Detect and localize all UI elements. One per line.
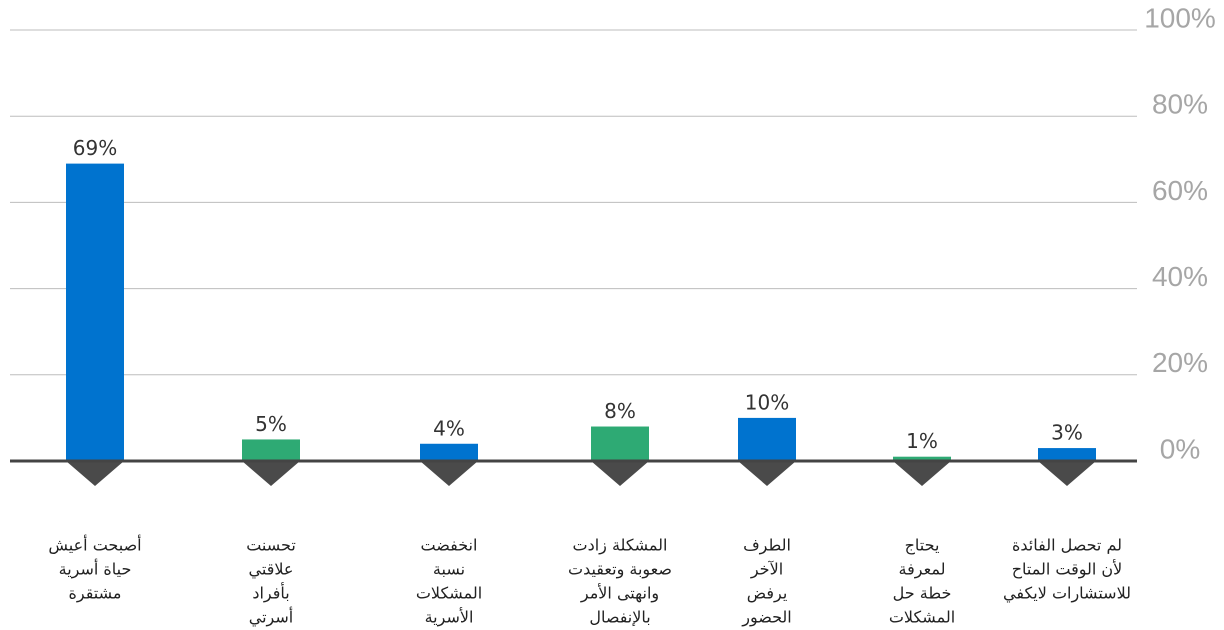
x-tick-label: أصبحت أعيش bbox=[48, 535, 141, 556]
x-tick-label: لمعرفة bbox=[899, 560, 946, 580]
x-tick-label: الآخر bbox=[750, 560, 783, 580]
x-tick-label: تحسنت bbox=[246, 536, 296, 555]
bar bbox=[738, 417, 796, 461]
bar bbox=[66, 163, 124, 462]
y-tick-label: 60% bbox=[1152, 175, 1208, 206]
pointer bbox=[1038, 461, 1096, 486]
x-tick-label: حياة أسرية bbox=[59, 559, 132, 580]
pointer bbox=[420, 461, 478, 486]
x-tick-label: المشكلات bbox=[889, 608, 955, 627]
x-tick-label: وانهتى الأمر bbox=[580, 583, 659, 604]
x-tick-label: أسرتي bbox=[249, 607, 293, 628]
y-tick-label: 80% bbox=[1152, 89, 1208, 120]
x-tick-label: صعوبة وتعقيدت bbox=[568, 560, 672, 580]
value-label: 4% bbox=[433, 416, 465, 440]
bar bbox=[420, 443, 478, 461]
pointer bbox=[591, 461, 649, 486]
bar bbox=[893, 456, 951, 461]
bar bbox=[591, 426, 649, 461]
y-tick-label: 100% bbox=[1144, 2, 1216, 33]
value-label: 3% bbox=[1051, 421, 1083, 445]
x-tick-label: المشكلات bbox=[416, 584, 482, 603]
pointer bbox=[738, 461, 796, 486]
value-label: 8% bbox=[604, 399, 636, 423]
x-tick-label: المشكلة زادت bbox=[573, 536, 668, 556]
x-tick-label: لأن الوقت المتاح bbox=[1012, 559, 1123, 580]
x-tick-label: يرفض bbox=[747, 584, 788, 604]
x-tick-label: نسبة bbox=[433, 560, 465, 579]
x-tick-label: مشتقرة bbox=[69, 584, 122, 604]
x-tick-label: الطرف bbox=[743, 536, 791, 556]
x-tick-label: بالإنفصال bbox=[589, 608, 650, 627]
x-tick-label: يحتاج bbox=[905, 536, 940, 556]
bar bbox=[1038, 448, 1096, 461]
value-label: 10% bbox=[745, 390, 789, 414]
x-tick-label: الحضور bbox=[741, 608, 792, 628]
y-tick-label: 40% bbox=[1152, 261, 1208, 292]
y-tick-label: 20% bbox=[1152, 347, 1208, 378]
x-tick-label: الأسرية bbox=[425, 607, 474, 628]
x-tick-label: انخفضت bbox=[421, 536, 478, 555]
x-tick-label: خطة حل bbox=[893, 584, 952, 603]
x-tick-label: لم تحصل الفائدة bbox=[1012, 536, 1122, 555]
pointer bbox=[66, 461, 124, 486]
pointer bbox=[893, 461, 951, 486]
x-tick-label: للاستشارات لايكفي bbox=[1003, 584, 1131, 604]
bar bbox=[242, 439, 300, 461]
value-label: 5% bbox=[255, 412, 287, 436]
pointer bbox=[242, 461, 300, 486]
value-label: 69% bbox=[73, 136, 117, 160]
value-label: 1% bbox=[906, 429, 938, 453]
y-tick-label: 0% bbox=[1160, 433, 1200, 464]
x-tick-label: علاقتي bbox=[249, 560, 294, 580]
x-tick-label: بأفراد bbox=[252, 582, 289, 604]
